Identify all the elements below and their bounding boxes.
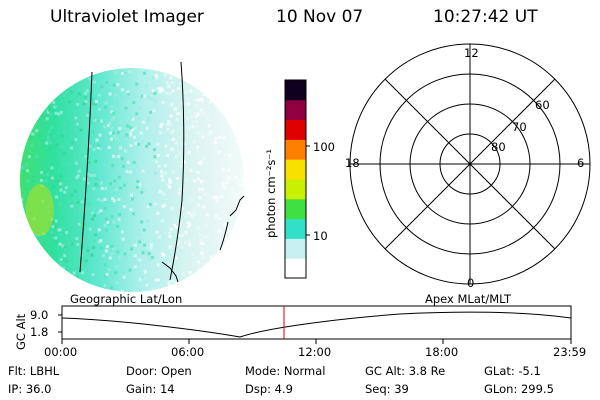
colorbar-tick-label: 10: [313, 229, 328, 243]
mlt-label-6: 6: [577, 156, 585, 170]
colorbar-segment: [285, 198, 306, 220]
colorbar-segment: [285, 80, 306, 101]
colorbar-tick-label: 100: [313, 140, 335, 154]
info-gain: Gain: 14: [126, 382, 175, 396]
timeline-ticks: [58, 314, 572, 344]
earth-disk: [20, 68, 244, 292]
colorbar-frame: [284, 79, 307, 279]
gc-alt-tick: 1.8: [30, 325, 49, 339]
colorbar: [285, 80, 306, 279]
info-seq: Seq: 39: [365, 382, 409, 396]
info-gcalt: GC Alt: 3.8 Re: [365, 364, 446, 378]
lat-label-70: 70: [512, 120, 527, 134]
info-dsp: Dsp: 4.9: [245, 382, 293, 396]
apex-label: Apex MLat/MLT: [425, 292, 512, 306]
polar-grid: [349, 43, 591, 285]
mlt-label-18: 18: [345, 156, 360, 170]
colorbar-segment: [285, 119, 306, 140]
colorbar-segment: [285, 99, 306, 121]
info-ip: IP: 36.0: [8, 382, 52, 396]
gc-alt-axis-label: GC Alt: [14, 313, 28, 350]
time-label: 10:27:42 UT: [433, 7, 538, 27]
gc-alt-tick: 9.0: [30, 308, 49, 322]
instrument-title: Ultraviolet Imager: [50, 7, 204, 27]
mlt-label-0: 0: [467, 276, 475, 290]
coastline: [161, 261, 179, 283]
colorbar-segment: [285, 238, 306, 259]
mlt-label-12: 12: [464, 46, 479, 60]
info-door: Door: Open: [126, 364, 192, 378]
time-tick: 18:00: [425, 345, 459, 359]
colorbar-segment: [285, 139, 306, 160]
colorbar-unit-label: photon cm⁻²s⁻¹: [264, 149, 278, 238]
altitude-curve: [61, 311, 572, 338]
meridian-line: [79, 71, 93, 273]
date-label: 10 Nov 07: [276, 7, 364, 27]
time-tick: 23:59: [553, 345, 587, 359]
lat-label-80: 80: [491, 140, 506, 154]
time-tick: 00:00: [44, 345, 78, 359]
meridian-line: [169, 61, 185, 281]
colorbar-segment: [285, 179, 306, 200]
coastline: [219, 195, 245, 251]
geographic-label: Geographic Lat/Lon: [70, 292, 183, 306]
info-glat: GLat: -5.1: [484, 364, 541, 378]
colorbar-segment: [285, 159, 306, 180]
info-glon: GLon: 299.5: [484, 382, 554, 396]
time-tick: 06:00: [171, 345, 205, 359]
info-mode: Mode: Normal: [245, 364, 326, 378]
info-flt: Flt: LBHL: [8, 364, 60, 378]
colorbar-segment: [285, 258, 306, 279]
time-tick: 12:00: [298, 345, 332, 359]
lat-label-60: 60: [535, 98, 550, 112]
colorbar-segment: [285, 218, 306, 239]
